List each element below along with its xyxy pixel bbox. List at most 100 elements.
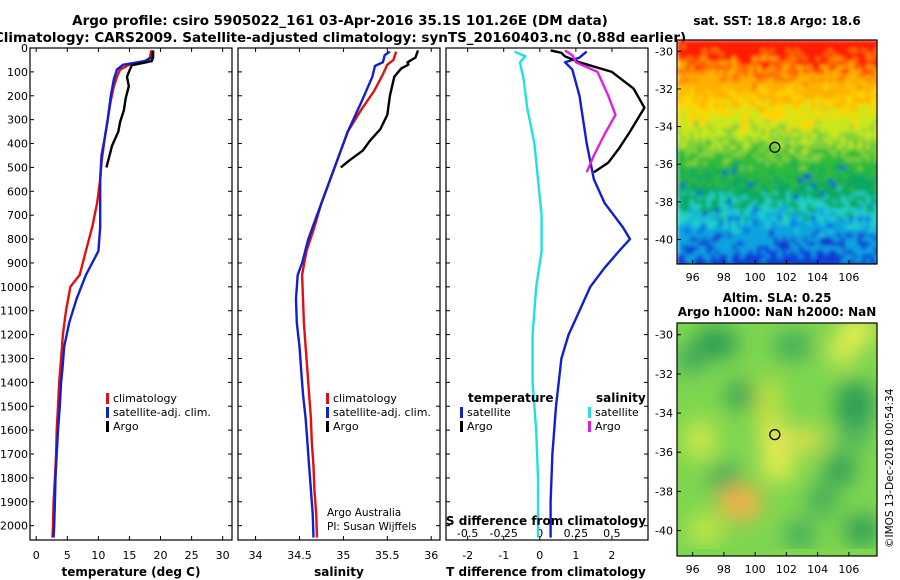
lon-tick-label: 102 [776, 271, 797, 284]
lon-tick-label: 100 [745, 271, 766, 284]
legend-label-satellite-s: satellite-adj. clim. [333, 406, 431, 419]
salinity-legend: climatology satellite-adj. clim. Argo [326, 392, 431, 433]
depth-tick-label: 1300 [0, 352, 28, 365]
x-tick-label: 20 [154, 549, 168, 562]
depth-tick-label: 1700 [0, 448, 28, 461]
depth-tick-label: 800 [7, 233, 28, 246]
series-satellite-adj-clim- [52, 50, 154, 538]
depth-tick-label: 400 [7, 138, 28, 151]
legend-swatch-climatology-s [326, 393, 329, 404]
lat-tick-label: -40 [655, 525, 673, 538]
series-argo [105, 50, 155, 168]
difference-xlabel: T difference from climatology [446, 565, 646, 579]
x-tick-label: 2 [608, 549, 615, 562]
difference-xlabel-top: S difference from climatology [446, 514, 646, 528]
depth-tick-label: 700 [7, 209, 28, 222]
argo-location-marker [769, 141, 781, 153]
depth-tick-label: 1200 [0, 329, 28, 342]
depth-tick-label: 900 [7, 257, 28, 270]
imos-stamp: ©IMOS 13-Dec-2018 00:54:34 [884, 388, 896, 548]
depth-tick-label: 0 [21, 42, 28, 55]
series-t-satellite [549, 50, 632, 538]
sla-map-title-1: Altim. SLA: 0.25 [723, 291, 832, 305]
sst-map-title: sat. SST: 18.8 Argo: 18.6 [693, 14, 860, 28]
legend-swatch-argo-s [326, 421, 329, 432]
lon-tick-label: 100 [745, 563, 766, 576]
temperature-legend: climatology satellite-adj. clim. Argo [106, 392, 211, 433]
legend-title-salinity: salinity [596, 391, 646, 405]
depth-axis: 0 100 200 300 400 500 600 700 800 900 1000 1100 1200… [0, 42, 648, 533]
legend-swatch-climatology [106, 393, 109, 404]
title-line-1: Argo profile: csiro 5905022_161 03-Apr-2… [72, 13, 608, 29]
depth-tick-label: 600 [7, 185, 28, 198]
salinity-plot: 34 34.5 35 35.5 36 [249, 48, 438, 562]
legend-swatch-satellite [106, 407, 109, 418]
legend-swatch-argo [106, 421, 109, 432]
temperature-panel-frame [29, 47, 233, 541]
x-tick-label: 34.5 [287, 549, 312, 562]
legend-swatch-t-satellite [460, 407, 463, 418]
lat-tick-label: -34 [655, 407, 673, 420]
x-tick-label: 0 [33, 549, 40, 562]
lon-tick-label: 98 [717, 563, 731, 576]
s-diff-tick-label: -0.5 [457, 527, 478, 540]
lat-tick-label: -40 [655, 234, 673, 247]
x-tick-label: 30 [216, 549, 230, 562]
series-climatology [51, 50, 153, 538]
lon-tick-label: 104 [807, 271, 828, 284]
temperature-plot: 0 5 10 15 20 25 30 [33, 48, 230, 562]
sst-map-frame [676, 39, 878, 265]
lat-tick-label: -38 [655, 196, 673, 209]
x-tick-label: -2 [462, 549, 473, 562]
x-tick-label: 10 [91, 549, 105, 562]
lat-tick-label: -38 [655, 485, 673, 498]
legend-label-t-satellite: satellite [467, 406, 511, 419]
difference-panel-frame [445, 47, 649, 541]
lon-tick-label: 96 [686, 563, 700, 576]
lon-tick-label: 106 [838, 563, 859, 576]
series-climatology [300, 51, 398, 538]
lat-tick-label: -36 [655, 158, 673, 171]
lat-tick-label: -32 [655, 83, 673, 96]
title-line-2: Climatology: CARS2009. Satellite-adjuste… [0, 30, 686, 46]
s-diff-tick-label: -0.25 [489, 527, 517, 540]
x-tick-label: 0 [536, 549, 543, 562]
lon-tick-label: 102 [776, 563, 797, 576]
s-diff-tick-label: 0.5 [603, 527, 621, 540]
lon-tick-label: 104 [807, 563, 828, 576]
series-s-argo [564, 49, 617, 173]
depth-tick-label: 500 [7, 161, 28, 174]
lat-tick-label: -30 [655, 329, 673, 342]
legend-title-temperature: temperature [468, 391, 553, 405]
x-tick-label: 35 [336, 549, 350, 562]
x-tick-label: 5 [64, 549, 71, 562]
sla-map-field [677, 323, 877, 556]
legend-label-climatology-s: climatology [333, 392, 397, 405]
depth-tick-label: 2000 [0, 520, 28, 533]
depth-tick-label: 1400 [0, 376, 28, 389]
x-tick-label: 1 [572, 549, 579, 562]
lon-tick-label: 98 [717, 271, 731, 284]
lat-tick-label: -32 [655, 368, 673, 381]
x-tick-label: 34 [249, 549, 263, 562]
x-tick-label: 35.5 [375, 549, 400, 562]
lat-tick-label: -36 [655, 446, 673, 459]
salinity-xlabel: salinity [314, 565, 364, 579]
x-tick-label: 15 [122, 549, 136, 562]
series-t-argo [550, 49, 646, 174]
salinity-panel-frame [237, 47, 441, 541]
s-diff-tick-label: 0 [536, 527, 543, 540]
series-satellite-adj-clim- [294, 50, 391, 538]
depth-tick-label: 1600 [0, 424, 28, 437]
legend-swatch-satellite-s [326, 407, 329, 418]
x-tick-label: -1 [498, 549, 509, 562]
legend-swatch-t-argo [460, 421, 463, 432]
series-argo [340, 49, 420, 169]
x-tick-label: 25 [185, 549, 199, 562]
lon-tick-label: 96 [686, 271, 700, 284]
sla-map-frame [676, 322, 878, 557]
depth-tick-label: 1900 [0, 496, 28, 509]
credit-line-2: PI: Susan Wijffels [327, 521, 417, 533]
